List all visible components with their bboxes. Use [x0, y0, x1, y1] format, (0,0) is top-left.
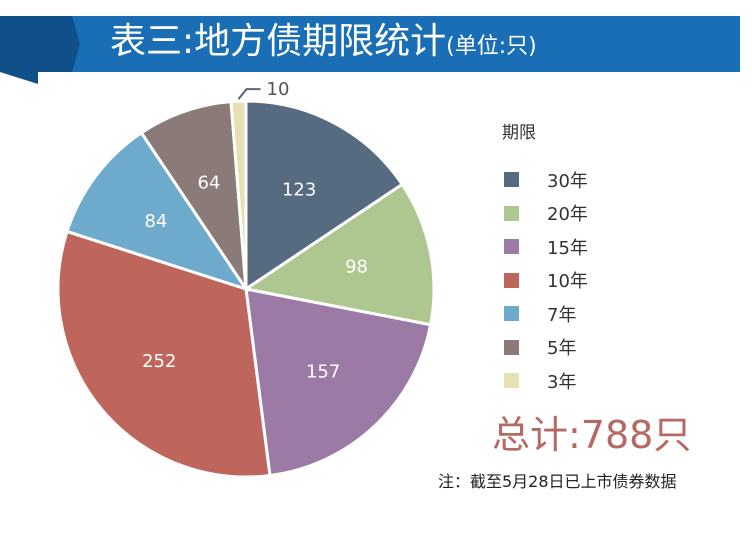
- legend-swatch: [504, 239, 519, 255]
- legend-title: 期限: [502, 123, 536, 143]
- legend-swatch: [504, 272, 519, 288]
- chart-title-unit: (单位:只): [446, 34, 537, 59]
- legend-item: 20年: [500, 197, 660, 231]
- legend-swatch: [504, 172, 519, 188]
- data-label: 10: [267, 79, 290, 100]
- chart-title-main: 表三:地方债期限统计: [110, 21, 447, 62]
- pie-slice-7年: [65, 130, 250, 292]
- legend-swatch: [504, 373, 519, 389]
- legend-item: 10年: [500, 264, 660, 298]
- legend-label: 30年: [547, 170, 588, 192]
- legend-item: 5年: [500, 331, 660, 365]
- pie-slice-5年: [139, 99, 248, 295]
- pie-slice-10年: [56, 229, 272, 479]
- legend-swatch: [504, 306, 519, 322]
- data-label: 252: [142, 351, 176, 372]
- data-label: 64: [197, 172, 220, 193]
- legend-swatch: [504, 205, 519, 221]
- data-label: 84: [144, 211, 167, 232]
- legend-item: 7年: [500, 297, 660, 331]
- legend-item: 15年: [500, 230, 660, 264]
- legend-label: 15年: [547, 237, 588, 259]
- data-label: 98: [345, 257, 368, 278]
- legend-label: 10年: [547, 271, 588, 293]
- legend-item: 3年: [500, 364, 660, 398]
- footnote: 注：截至5月28日已上市债券数据: [438, 472, 677, 491]
- legend-label: 5年: [547, 338, 577, 360]
- pie-slice-3年: [229, 99, 248, 290]
- pie-slice-15年: [244, 287, 433, 478]
- data-label: 157: [306, 361, 340, 382]
- leader-line: [237, 88, 261, 100]
- legend-swatch: [504, 339, 519, 355]
- legend-item: 30年: [500, 163, 660, 197]
- legend: 期限 30年 20年 15年 10年 7年 5年 3年: [500, 118, 660, 398]
- legend-label: 20年: [547, 204, 588, 226]
- legend-label: 3年: [547, 371, 577, 393]
- chart-title: 表三:地方债期限统计(单位:只): [110, 14, 537, 70]
- pie-slice-20年: [242, 182, 436, 327]
- legend-items: 30年 20年 15年 10年 7年 5年 3年: [500, 163, 660, 398]
- legend-label: 7年: [547, 304, 577, 326]
- title-banner: 表三:地方债期限统计(单位:只): [0, 8, 740, 84]
- total-count: 总计:788只: [492, 413, 692, 457]
- data-label: 123: [282, 179, 316, 200]
- banner-shape: [0, 16, 740, 84]
- pie-slice-30年: [244, 99, 405, 292]
